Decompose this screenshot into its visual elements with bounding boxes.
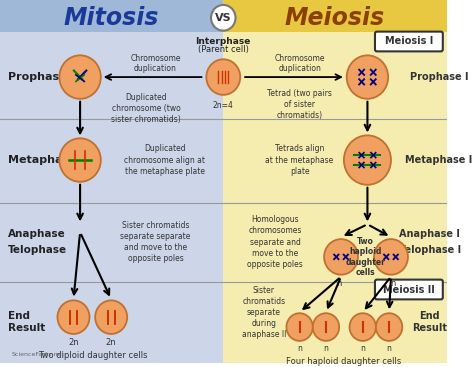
Text: Two diploid daughter cells: Two diploid daughter cells — [37, 351, 147, 360]
Text: VS: VS — [215, 13, 232, 23]
Text: Telophase I: Telophase I — [399, 245, 461, 255]
Text: ScienceFacts.net: ScienceFacts.net — [11, 352, 64, 357]
Circle shape — [206, 59, 240, 95]
Circle shape — [376, 313, 402, 341]
Circle shape — [324, 239, 358, 275]
Text: Metaphase I: Metaphase I — [405, 155, 473, 165]
Text: 2n: 2n — [106, 338, 117, 347]
Text: n: n — [337, 279, 342, 288]
Text: Sister
chromatids
separate
during
anaphase II: Sister chromatids separate during anapha… — [242, 286, 286, 339]
Text: Homologous
chromosomes
separate and
move to the
opposite poles: Homologous chromosomes separate and move… — [247, 215, 303, 269]
Text: Meiosis II: Meiosis II — [383, 284, 435, 294]
Text: Tetrad (two pairs
of sister
chromatids): Tetrad (two pairs of sister chromatids) — [267, 89, 332, 120]
Text: Chromosome
duplication: Chromosome duplication — [130, 54, 181, 73]
Text: Interphase: Interphase — [196, 37, 251, 46]
Text: Meiosis I: Meiosis I — [385, 36, 433, 47]
Text: Mitosis: Mitosis — [64, 6, 159, 30]
Text: n: n — [324, 344, 328, 353]
Circle shape — [57, 300, 90, 334]
Text: n: n — [390, 279, 396, 288]
Text: n: n — [387, 344, 392, 353]
Text: Chromosome
duplication: Chromosome duplication — [274, 54, 325, 73]
Text: (Parent cell): (Parent cell) — [198, 46, 249, 54]
Text: End
Result: End Result — [8, 311, 45, 333]
Bar — [223, 0, 447, 363]
Text: Prophase I: Prophase I — [410, 72, 468, 82]
Circle shape — [313, 313, 339, 341]
Circle shape — [59, 55, 101, 99]
Text: Prophase: Prophase — [8, 72, 66, 82]
Bar — [0, 0, 223, 363]
Text: Duplicated
chromosome align at
the metaphase plate: Duplicated chromosome align at the metap… — [124, 145, 205, 176]
Text: Four haploid daughter cells: Four haploid daughter cells — [286, 357, 401, 366]
Text: 2n=4: 2n=4 — [213, 101, 234, 110]
Text: Anaphase I: Anaphase I — [399, 229, 460, 239]
Text: Duplicated
chromosome (two
sister chromatids): Duplicated chromosome (two sister chroma… — [111, 93, 181, 124]
Text: n: n — [360, 344, 365, 353]
FancyBboxPatch shape — [375, 32, 443, 51]
Text: Two
haploid
daughter
cells: Two haploid daughter cells — [346, 237, 385, 277]
Text: Tetrads align
at the metaphase
plate: Tetrads align at the metaphase plate — [265, 145, 334, 176]
Circle shape — [59, 138, 101, 182]
Text: 2n: 2n — [68, 338, 79, 347]
Text: Sister chromatids
separate separate
and move to the
opposite poles: Sister chromatids separate separate and … — [120, 221, 191, 263]
Circle shape — [95, 300, 127, 334]
Text: Meiosis: Meiosis — [284, 6, 384, 30]
Text: End
Result: End Result — [412, 311, 447, 333]
FancyBboxPatch shape — [375, 280, 443, 299]
Circle shape — [286, 313, 313, 341]
Text: Telophase: Telophase — [8, 245, 67, 255]
Bar — [0, 0, 223, 32]
Text: Metaphase: Metaphase — [8, 155, 76, 165]
Text: n: n — [297, 344, 302, 353]
Bar — [223, 0, 447, 32]
Circle shape — [211, 5, 236, 30]
Text: Anaphase: Anaphase — [8, 229, 65, 239]
Circle shape — [344, 135, 391, 185]
Circle shape — [349, 313, 376, 341]
Circle shape — [346, 55, 388, 99]
Circle shape — [374, 239, 408, 275]
